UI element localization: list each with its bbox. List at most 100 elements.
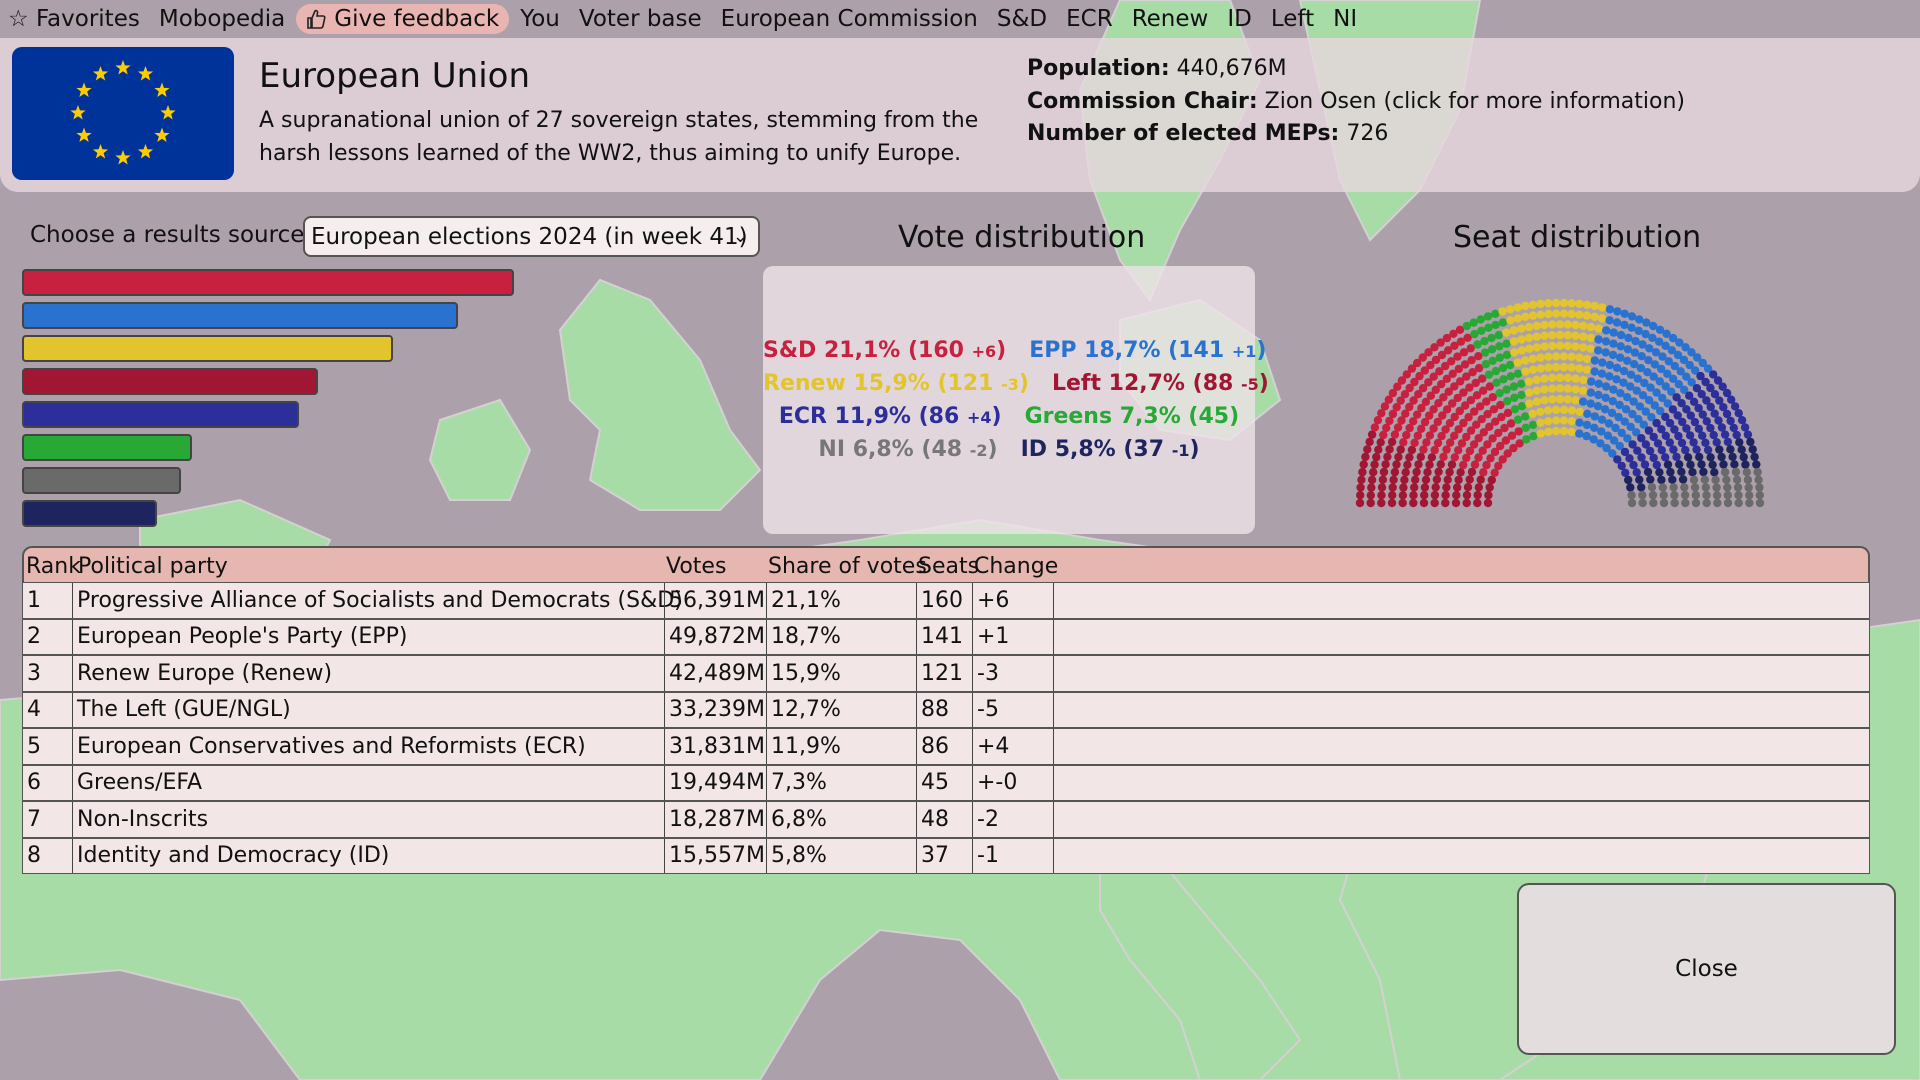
seat-dot: [1372, 452, 1381, 462]
seat-dot: [1601, 348, 1610, 357]
seat-dot: [1551, 352, 1561, 361]
seat-dot: [1628, 440, 1637, 449]
seat-dot: [1475, 402, 1485, 411]
seat-dot: [1734, 409, 1743, 418]
seat-dot: [1649, 432, 1658, 442]
menu-renew[interactable]: Renew: [1131, 6, 1209, 32]
seat-dot: [1488, 356, 1497, 365]
seat-dot: [1664, 357, 1673, 366]
seat-dot: [1445, 467, 1454, 477]
seat-dot: [1633, 374, 1642, 383]
menu-sd[interactable]: S&D: [996, 6, 1048, 32]
seat-dot: [1393, 382, 1402, 391]
seat-dot: [1513, 415, 1523, 424]
menu-id[interactable]: ID: [1227, 6, 1252, 32]
seat-dot: [1677, 399, 1686, 408]
seat-dot: [1693, 353, 1702, 362]
seat-dot: [1637, 352, 1646, 361]
menu-voter-base[interactable]: Voter base: [578, 6, 702, 32]
seat-dot: [1430, 490, 1440, 500]
seat-dot: [1644, 396, 1654, 405]
vote-entry-id: ID 5,8% (37 -1): [1020, 437, 1200, 462]
seat-dot: [1601, 337, 1611, 346]
seat-dot: [1712, 438, 1721, 447]
seat-dot: [1455, 406, 1464, 416]
menu-favorites[interactable]: ☆ Favorites: [8, 6, 140, 32]
seat-dot: [1677, 438, 1687, 448]
seat-dot: [1655, 468, 1664, 477]
seat-dot: [1469, 440, 1479, 449]
seat-dot: [1459, 388, 1468, 397]
menu-european-commission[interactable]: European Commission: [720, 6, 978, 32]
seat-dot: [1717, 452, 1726, 462]
menu-ni[interactable]: NI: [1333, 6, 1358, 32]
seat-dot: [1567, 299, 1576, 308]
seat-dot: [1741, 460, 1750, 469]
seat-dot: [1468, 368, 1477, 377]
commission-chair-info[interactable]: Commission Chair: Zion Osen (click for m…: [1027, 89, 1685, 114]
seat-dot: [1638, 391, 1648, 400]
seat-dot: [1575, 299, 1584, 309]
seat-dot: [1699, 467, 1708, 477]
close-button[interactable]: Close: [1517, 883, 1896, 1055]
table-cell: -3: [977, 660, 999, 686]
menu-ecr[interactable]: ECR: [1066, 6, 1113, 32]
seat-dot: [1528, 311, 1538, 320]
seat-dot: [1421, 475, 1431, 484]
seat-dot: [1637, 483, 1646, 492]
menu-mobopedia[interactable]: Mobopedia: [158, 6, 286, 32]
seat-dot: [1744, 483, 1753, 492]
seat-dot: [1439, 452, 1448, 462]
results-source-select[interactable]: European elections 2024 (in week 41) ⌄: [303, 216, 760, 257]
seat-dot: [1484, 323, 1493, 332]
seat-dot: [1667, 387, 1676, 396]
seat-dot: [1513, 314, 1523, 323]
seat-dot: [1495, 389, 1504, 398]
seat-dot: [1597, 415, 1607, 424]
seat-dot: [1575, 418, 1584, 427]
seat-dot: [1505, 305, 1515, 314]
seat-dot: [1597, 427, 1606, 436]
menu-left[interactable]: Left: [1270, 6, 1315, 32]
seat-dot: [1685, 391, 1694, 400]
seat-dot: [1617, 428, 1626, 438]
seat-dot: [1456, 468, 1465, 477]
seat-dot: [1696, 371, 1705, 381]
seat-dot: [1689, 438, 1698, 447]
seat-dot: [1414, 390, 1423, 399]
seat-dot: [1755, 483, 1764, 492]
seat-dot: [1471, 378, 1480, 388]
seat-dot: [1567, 417, 1576, 426]
seat-dot: [1649, 498, 1658, 508]
seat-dot: [1498, 455, 1507, 464]
seat-dot: [1367, 430, 1377, 439]
seat-dot: [1517, 379, 1526, 388]
table-cell: 86: [921, 733, 949, 759]
seat-dot: [1601, 393, 1610, 402]
seat-dot: [1687, 348, 1696, 357]
vote-entry-greens: Greens 7,3% (45): [1024, 404, 1240, 429]
seat-dot: [1702, 417, 1711, 426]
give-feedback-button[interactable]: Give feedback: [296, 4, 510, 34]
seat-dot: [1506, 316, 1515, 325]
flag-star: [115, 60, 131, 75]
menu-you[interactable]: You: [520, 6, 560, 32]
seat-dot: [1657, 364, 1666, 374]
seat-dot: [1722, 475, 1731, 484]
seat-dot: [1503, 449, 1512, 458]
seat-dot: [1441, 361, 1450, 371]
seat-dot: [1723, 437, 1733, 447]
seat-dot: [1485, 382, 1494, 391]
seat-dot: [1586, 388, 1596, 397]
seat-dot: [1482, 397, 1491, 406]
seat-dot: [1517, 346, 1526, 355]
seat-dot: [1559, 405, 1569, 414]
seat-dot: [1476, 315, 1485, 324]
seat-dot: [1540, 396, 1549, 405]
seat-dot: [1358, 467, 1367, 477]
seat-dot: [1624, 333, 1633, 343]
vote-bar-epp: [22, 302, 458, 329]
vote-entry-renew: Renew 15,9% (121 -3): [763, 371, 1029, 396]
seat-dot: [1547, 373, 1557, 383]
seat-dot: [1641, 329, 1650, 339]
